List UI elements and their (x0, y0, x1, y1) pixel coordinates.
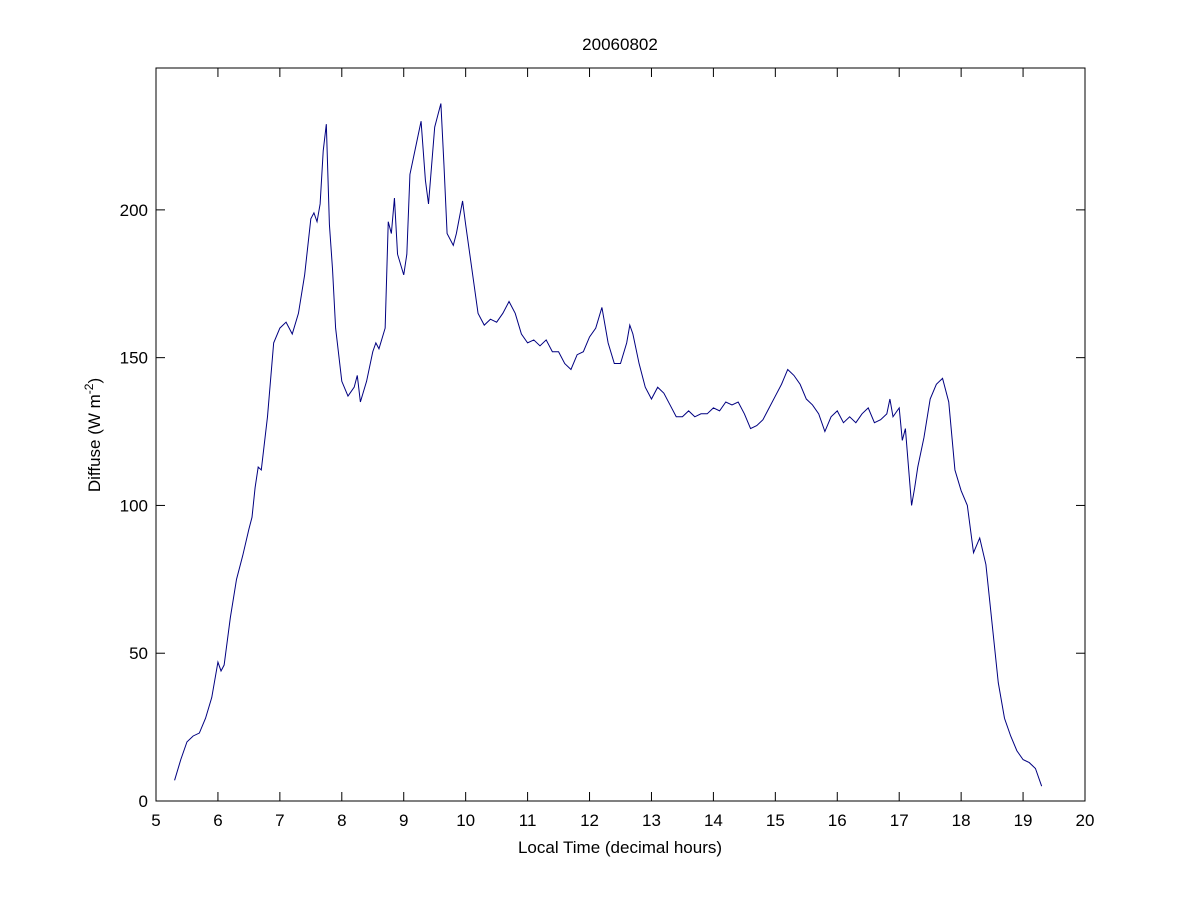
y-label-text: Diffuse (W m (85, 394, 104, 492)
chart-title: 20060802 (582, 35, 658, 54)
x-tick-label: 20 (1076, 811, 1095, 830)
x-tick-label: 19 (1014, 811, 1033, 830)
y-tick-label: 200 (120, 201, 148, 220)
x-tick-label: 18 (952, 811, 971, 830)
y-tick-label: 150 (120, 349, 148, 368)
x-tick-label: 13 (642, 811, 661, 830)
x-tick-label: 16 (828, 811, 847, 830)
y-tick-label: 0 (139, 792, 148, 811)
y-axis-label: Diffuse (W m-2) (82, 378, 104, 492)
x-tick-label: 8 (337, 811, 346, 830)
y-label-suffix: ) (85, 378, 104, 384)
x-tick-label: 17 (890, 811, 909, 830)
x-tick-label: 14 (704, 811, 723, 830)
y-label-sup: -2 (82, 383, 96, 394)
x-tick-label: 12 (580, 811, 599, 830)
data-line (174, 103, 1043, 787)
x-axis-label: Local Time (decimal hours) (518, 838, 722, 857)
x-tick-label: 15 (766, 811, 785, 830)
x-tick-label: 7 (275, 811, 284, 830)
x-tick-label: 10 (456, 811, 475, 830)
x-tick-label: 5 (151, 811, 160, 830)
plot-box (155, 67, 1086, 802)
x-tick-label: 9 (399, 811, 408, 830)
y-tick-label: 50 (129, 644, 148, 663)
x-tick-label: 11 (519, 811, 537, 830)
y-tick-label: 100 (120, 496, 148, 515)
x-tick-label: 6 (213, 811, 222, 830)
